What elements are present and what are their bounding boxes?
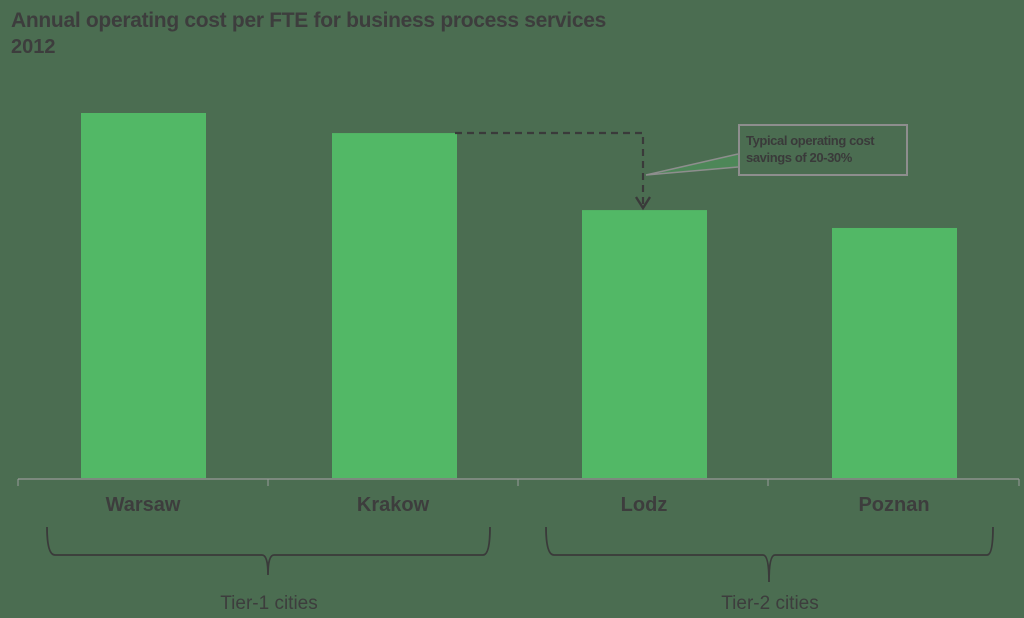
group-label-tier2: Tier-2 cities: [721, 593, 819, 614]
chart-subtitle: 2012: [11, 36, 56, 58]
callout-line-1: Typical operating cost: [746, 133, 875, 148]
bar-krakow: [332, 133, 457, 478]
callout-leader: [645, 153, 739, 176]
chart-title: Annual operating cost per FTE for busine…: [11, 9, 606, 32]
savings-arrow-line: [455, 131, 645, 206]
bar-warsaw: [81, 113, 206, 478]
tier1-brace: [46, 526, 491, 576]
tier2-brace: [545, 526, 994, 583]
savings-callout: Typical operating cost savings of 20-30%: [738, 124, 908, 176]
category-label-poznan: Poznan: [858, 494, 930, 516]
bar-lodz: [582, 210, 707, 478]
bars: [81, 113, 957, 478]
arrow-head-icon: [634, 196, 652, 211]
category-label-warsaw: Warsaw: [105, 494, 181, 516]
bar-poznan: [832, 227, 957, 478]
callout-line-2: savings of 20-30%: [746, 150, 852, 165]
group-label-tier1: Tier-1 cities: [220, 593, 318, 614]
category-label-krakow: Krakow: [356, 494, 430, 516]
category-label-lodz: Lodz: [620, 494, 668, 516]
